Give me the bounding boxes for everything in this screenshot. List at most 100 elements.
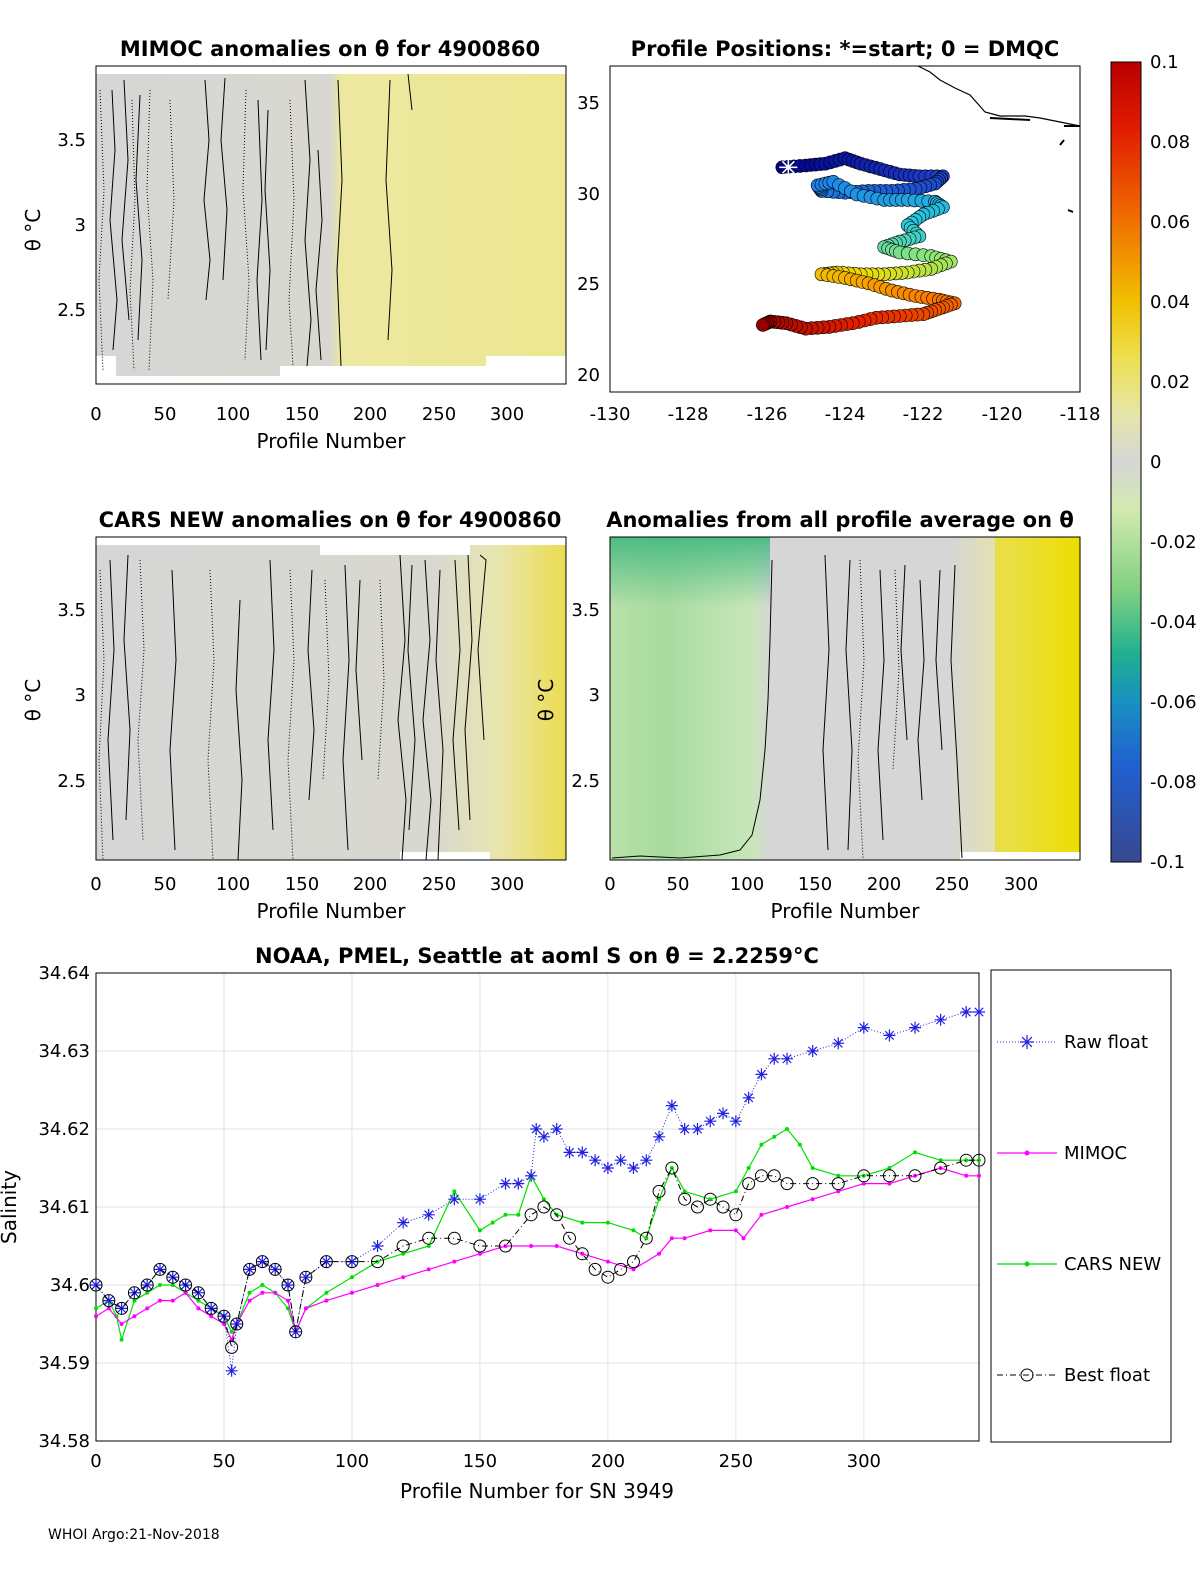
tick-label: -0.1 (1150, 852, 1185, 873)
data-point (742, 1091, 755, 1104)
tick-label: 150 (798, 874, 832, 895)
data-point (690, 1200, 704, 1214)
data-point (119, 1322, 124, 1326)
data-point (691, 1123, 704, 1135)
legend-marker (1020, 1368, 1034, 1382)
data-point (349, 1290, 354, 1295)
tick-label: 100 (216, 404, 250, 425)
data-point (229, 1329, 234, 1334)
data-point (780, 1177, 794, 1191)
data-point (102, 1294, 115, 1307)
data-point (631, 1267, 636, 1272)
data-point (678, 1192, 692, 1206)
tick-label: 34.62 (38, 1119, 90, 1140)
data-point (682, 1189, 687, 1194)
data-point (157, 1283, 162, 1287)
data-point (209, 1314, 214, 1319)
salinity-xlabel: Profile Number for SN 3949 (400, 1479, 674, 1503)
tick-label: 34.64 (38, 963, 90, 984)
data-point (605, 1259, 610, 1264)
data-point (524, 1208, 538, 1222)
data-point (729, 1115, 742, 1128)
avg-x-ticks: 0 50 100 150 200 250 300 (604, 874, 1038, 895)
tick-label: 0.1 (1150, 52, 1179, 73)
data-point (140, 1278, 154, 1292)
data-point (580, 1251, 585, 1256)
tick-label: 150 (285, 404, 319, 425)
data-point (153, 1263, 166, 1276)
data-point (682, 1236, 687, 1241)
data-point (614, 1262, 628, 1276)
cars-contours (107, 554, 487, 861)
data-point (576, 1146, 589, 1159)
data-point (772, 1134, 777, 1139)
data-point (554, 1244, 559, 1248)
data-point (836, 1189, 841, 1194)
data-point (260, 1290, 265, 1295)
data-point (452, 1259, 457, 1264)
data-point (324, 1298, 329, 1303)
data-point (550, 1208, 564, 1222)
tick-label: -122 (903, 404, 944, 425)
tick-label: 3 (75, 215, 86, 236)
legend-item: MIMOC (997, 1143, 1127, 1164)
data-point (499, 1177, 512, 1190)
data-point (959, 1153, 973, 1167)
tick-label: 3 (589, 685, 600, 706)
tick-label: -124 (825, 404, 866, 425)
data-point (563, 1146, 576, 1159)
tick-label: 34.59 (38, 1353, 90, 1374)
tick-label: -120 (982, 404, 1023, 425)
tick-label: 2.5 (571, 771, 600, 792)
data-point (170, 1283, 175, 1287)
data-point (375, 1283, 380, 1287)
profile-positions (755, 151, 962, 336)
data-point (225, 1364, 238, 1377)
tick-label: 100 (216, 874, 250, 895)
data-point (345, 1255, 358, 1268)
data-point (473, 1239, 487, 1253)
legend-item: Best float (997, 1365, 1150, 1386)
data-point (303, 1306, 308, 1311)
data-point (94, 1306, 98, 1311)
data-point (426, 1244, 431, 1248)
tick-label: 0 (90, 404, 101, 425)
avg-dotted-contours (857, 559, 900, 859)
data-point (589, 1154, 602, 1167)
data-point (422, 1208, 435, 1221)
tick-label: 200 (353, 404, 387, 425)
data-point (831, 1177, 845, 1191)
data-point (132, 1314, 137, 1319)
mimoc-title: MIMOC anomalies on θ for 4900860 (120, 37, 540, 61)
data-point (448, 1193, 461, 1206)
map-panel: Profile Positions: *=start; 0 = DMQC -13… (577, 37, 1100, 425)
tick-label: 30 (577, 184, 600, 205)
tick-label: 50 (667, 874, 690, 895)
data-point (882, 1169, 896, 1183)
avg-contours (611, 554, 963, 859)
data-point (529, 1244, 534, 1248)
data-point (934, 1161, 948, 1175)
tick-label: -128 (668, 404, 709, 425)
data-point (759, 1142, 764, 1147)
profile-marker (755, 318, 770, 332)
legend: Raw float MIMOC CARS NEW Best float (990, 969, 1172, 1443)
mimoc-contours (109, 73, 413, 367)
data-point (627, 1162, 640, 1174)
tick-label: 34.63 (38, 1041, 90, 1062)
data-point (281, 1278, 295, 1292)
cars-x-ticks: 0 50 100 150 200 250 300 (90, 874, 524, 895)
data-point (371, 1255, 385, 1269)
data-point (157, 1298, 162, 1303)
data-point (503, 1212, 508, 1217)
data-point (1020, 1035, 1034, 1049)
legend-item: CARS NEW (997, 1254, 1161, 1275)
tick-label: -0.08 (1150, 772, 1197, 793)
data-point (299, 1271, 312, 1284)
data-point (741, 1236, 746, 1241)
data-point (256, 1255, 269, 1268)
data-point (115, 1301, 129, 1315)
data-point (626, 1255, 640, 1269)
data-point (243, 1262, 257, 1276)
tick-label: 50 (154, 874, 177, 895)
